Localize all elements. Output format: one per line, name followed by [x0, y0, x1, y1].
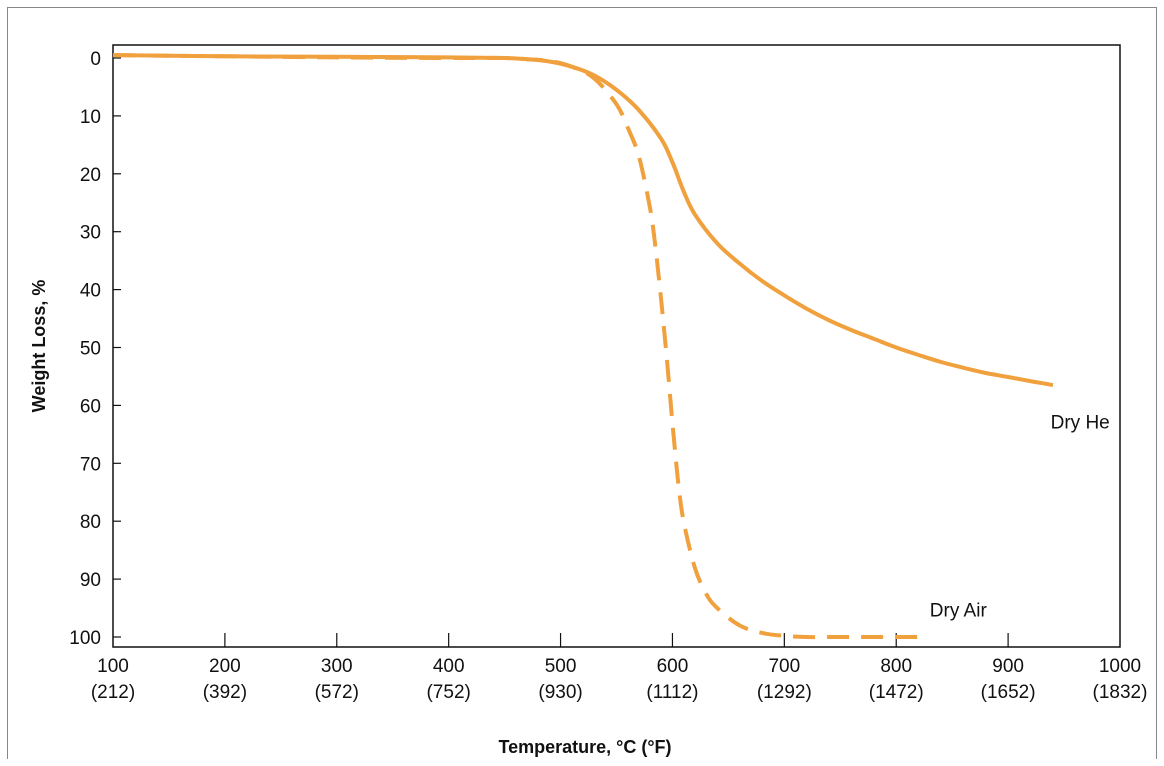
y-tick-label: 100 [69, 628, 101, 649]
x-tick-sublabel: (572) [315, 682, 359, 703]
x-tick-sublabel: (392) [203, 682, 247, 703]
x-tick-label: 300 [321, 656, 353, 677]
series-line-dry-air [112, 53, 926, 640]
x-tick-sublabel: (1832) [1093, 682, 1148, 703]
x-tick-label: 400 [433, 656, 465, 677]
x-tick-label: 700 [768, 656, 800, 677]
y-tick-label: 90 [80, 570, 101, 591]
figure-frame [7, 7, 1157, 759]
series-label-dry-air: Dry Air [930, 601, 988, 622]
x-tick-sublabel: (1472) [869, 682, 924, 703]
x-tick-label: 100 [97, 656, 129, 677]
y-axis-title: Weight Loss, % [29, 280, 49, 413]
x-tick-sublabel: (752) [426, 682, 470, 703]
y-tick-label: 0 [90, 49, 101, 70]
x-axis-ticks: 100 (212) 200 (392) 300 (572) 400 (752) 500 (930)… [91, 633, 1148, 703]
x-tick-label: 800 [880, 656, 912, 677]
y-tick-label: 20 [80, 165, 101, 186]
y-tick-label: 60 [80, 396, 101, 417]
y-tick-label: 10 [80, 107, 101, 128]
x-tick-label: 1000 [1099, 656, 1141, 677]
y-tick-label: 40 [80, 281, 101, 302]
x-axis-title: Temperature, °C (°F) [498, 737, 671, 757]
y-axis-ticks: 0 10 20 30 40 50 60 70 80 90 100 [69, 49, 121, 649]
y-tick-label: 50 [80, 339, 101, 360]
series-group: Dry He Dry Air [112, 53, 1110, 640]
x-tick-sublabel: (1112) [646, 682, 698, 703]
x-tick-sublabel: (1652) [981, 682, 1036, 703]
x-tick-sublabel: (930) [538, 682, 582, 703]
x-tick-label: 900 [992, 656, 1024, 677]
x-tick-sublabel: (212) [91, 682, 135, 703]
y-tick-label: 30 [80, 223, 101, 244]
x-tick-label: 500 [545, 656, 577, 677]
x-tick-label: 200 [209, 656, 241, 677]
x-tick-sublabel: (1292) [757, 682, 812, 703]
y-tick-label: 80 [80, 512, 101, 533]
plot-frame [112, 44, 1121, 648]
y-tick-label: 70 [80, 454, 101, 475]
series-line-dry-he [112, 53, 1054, 388]
x-tick-label: 600 [657, 656, 689, 677]
series-label-dry-he: Dry He [1051, 413, 1110, 434]
